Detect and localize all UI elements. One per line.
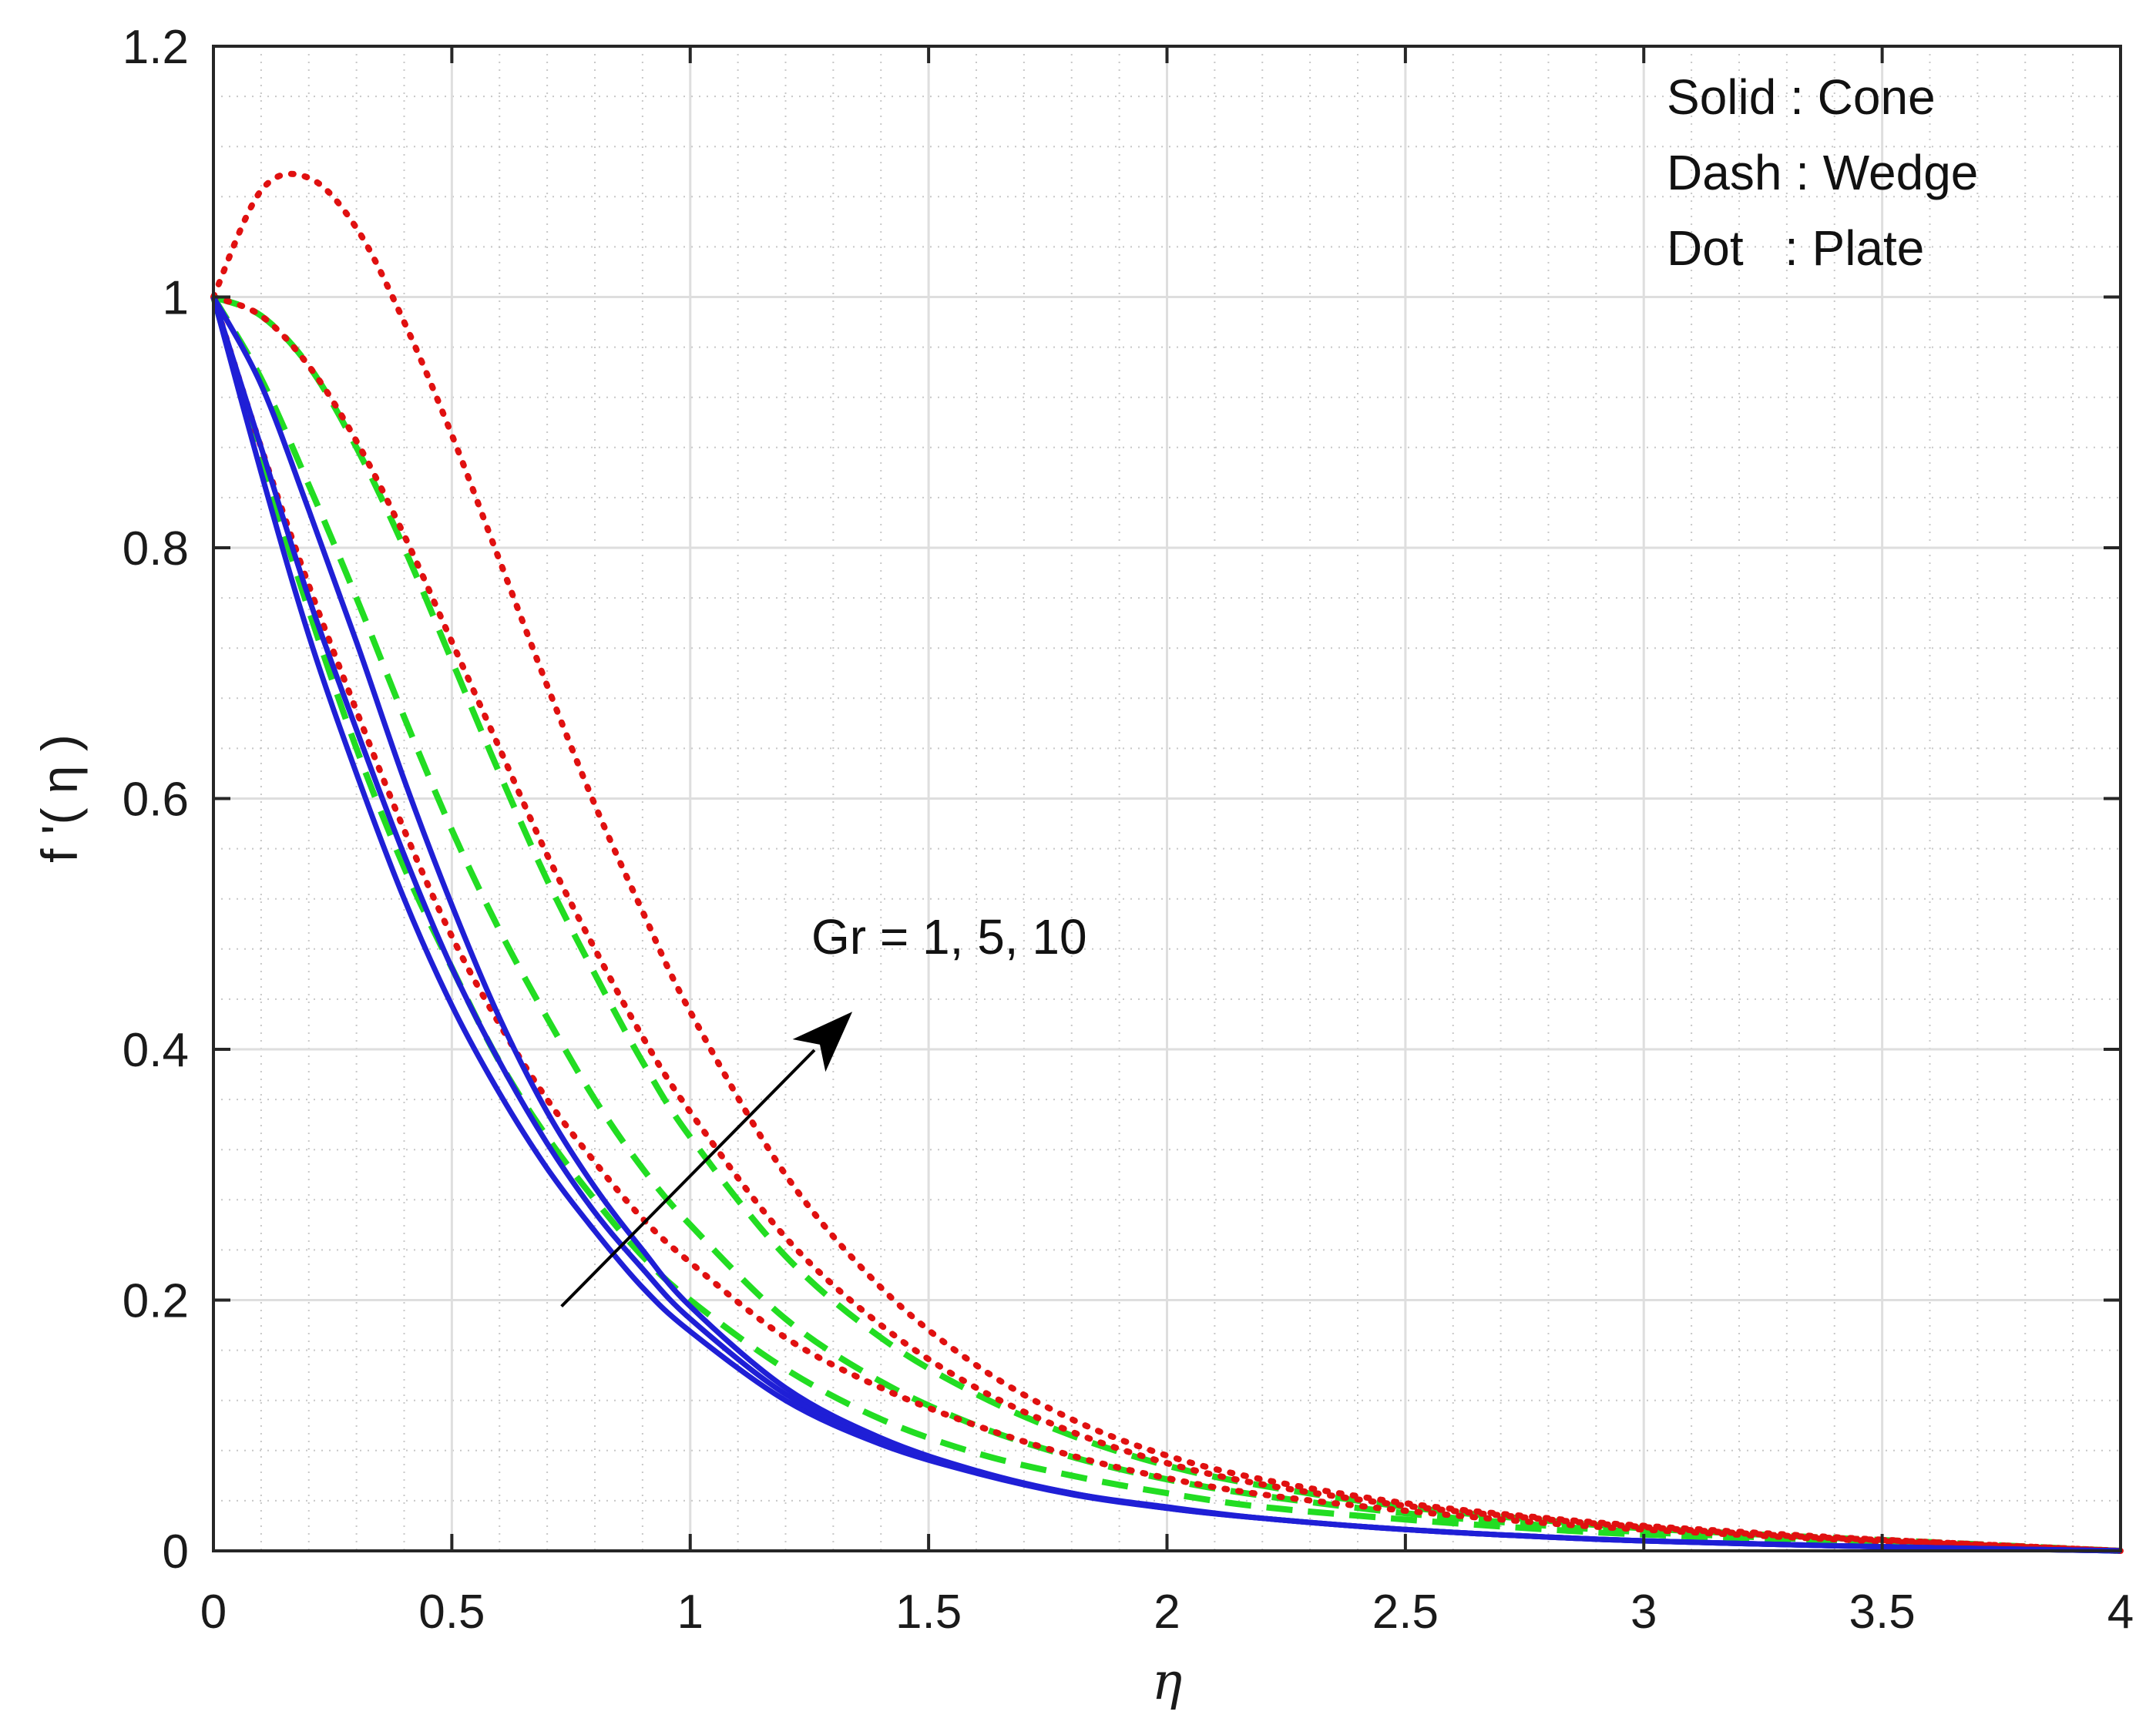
x-tick-label: 0 xyxy=(200,1586,227,1639)
y-tick-label: 0.2 xyxy=(123,1275,189,1328)
x-tick-label: 2 xyxy=(1154,1586,1180,1639)
annotation-label: Gr = 1, 5, 10 xyxy=(811,909,1087,965)
x-tick-label: 3.5 xyxy=(1849,1586,1916,1639)
y-axis-label: f '( η ) xyxy=(31,734,88,863)
x-tick-label: 2.5 xyxy=(1372,1586,1439,1639)
x-tick-label: 3 xyxy=(1630,1586,1657,1639)
y-tick-label: 1 xyxy=(163,272,189,325)
y-tick-label: 0 xyxy=(163,1525,189,1579)
series-line-wedge-2 xyxy=(210,295,2121,1554)
series-line-cone-3 xyxy=(210,295,2121,1554)
series-line-plate-3 xyxy=(210,170,2124,1554)
y-tick-label: 0.6 xyxy=(123,774,189,827)
legend: Solid : Cone Dash : Wedge Dot : Plate xyxy=(1667,69,1978,276)
y-tick-label: 1.2 xyxy=(123,21,189,74)
legend-entry-plate: Dot : Plate xyxy=(1667,220,1924,276)
annotation-arrow-line xyxy=(560,1049,816,1308)
x-axis-label: η xyxy=(1152,1652,1183,1711)
axis-ticks xyxy=(212,45,2122,1552)
y-tick-labels: 0 0.2 0.4 0.6 0.8 1 1.2 xyxy=(123,21,189,1579)
x-tick-label: 1.5 xyxy=(895,1586,962,1639)
annotation-arrow-head xyxy=(792,1012,853,1072)
series-line-wedge-3 xyxy=(212,294,2121,1554)
x-tick-label: 4 xyxy=(2107,1586,2134,1639)
series-line-plate-2 xyxy=(210,294,2124,1554)
annotation: Gr = 1, 5, 10 xyxy=(560,909,1087,1308)
y-tick-label: 0.8 xyxy=(123,522,189,576)
series-layer xyxy=(210,170,2124,1554)
x-tick-label: 0.5 xyxy=(418,1586,485,1639)
legend-entry-cone: Solid : Cone xyxy=(1667,69,1936,125)
y-tick-label: 0.4 xyxy=(123,1024,189,1077)
series-line-plate-1 xyxy=(210,294,2124,1554)
x-tick-label: 1 xyxy=(677,1586,704,1639)
legend-entry-wedge: Dash : Wedge xyxy=(1667,145,1978,200)
x-tick-labels: 0 0.5 1 1.5 2 2.5 3 3.5 4 xyxy=(200,1586,2134,1639)
